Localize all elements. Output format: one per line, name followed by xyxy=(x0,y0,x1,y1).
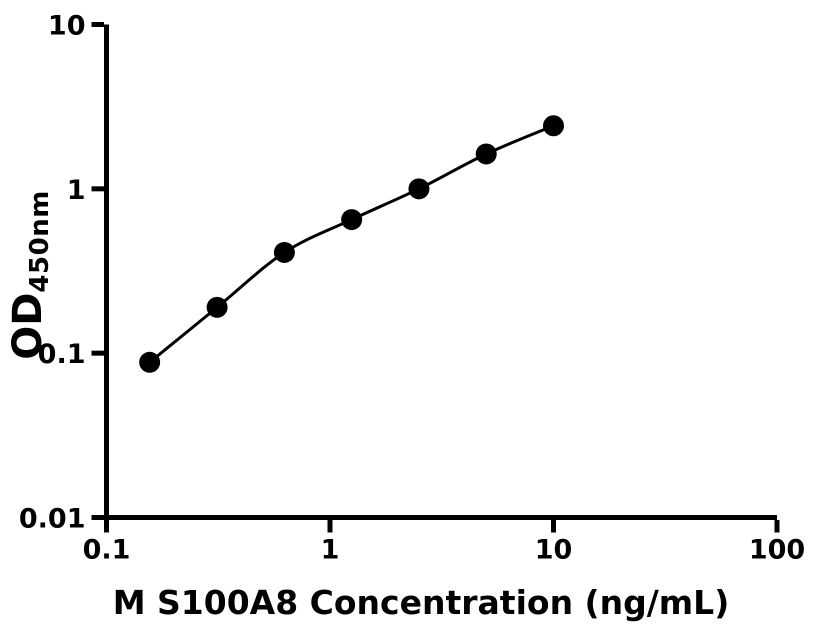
axis-spines xyxy=(104,24,777,520)
data-point-marker xyxy=(543,115,564,137)
x-tick-label: 0.1 xyxy=(83,535,131,566)
y-tick-label: 10 xyxy=(48,11,86,42)
data-point-marker xyxy=(408,178,430,200)
x-tick-label: 10 xyxy=(535,535,573,566)
y-tick-label: 0.1 xyxy=(38,339,86,370)
data-point-marker xyxy=(341,209,363,231)
x-axis-title: M S100A8 Concentration (ng/mL) xyxy=(112,583,730,622)
x-tick-label: 100 xyxy=(749,535,805,566)
y-tick-label: 0.01 xyxy=(19,504,86,535)
y-axis-title-main: OD xyxy=(5,292,51,360)
x-tick-label: 1 xyxy=(321,535,340,566)
data-point-marker xyxy=(273,241,295,263)
data-point-marker xyxy=(475,143,497,165)
y-axis-title-subscript: 450nm xyxy=(25,190,55,293)
data-point-marker xyxy=(139,351,161,373)
y-tick-label: 1 xyxy=(67,175,86,206)
data-point-marker xyxy=(206,296,228,318)
y-axis-title: OD450nm xyxy=(5,190,55,360)
